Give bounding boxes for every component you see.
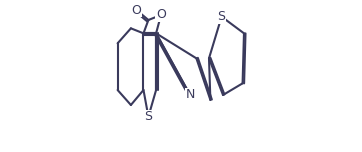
Text: O: O [156, 9, 166, 21]
Text: S: S [218, 10, 226, 23]
Text: S: S [144, 110, 152, 123]
Text: O: O [131, 3, 142, 17]
Text: N: N [185, 88, 195, 102]
